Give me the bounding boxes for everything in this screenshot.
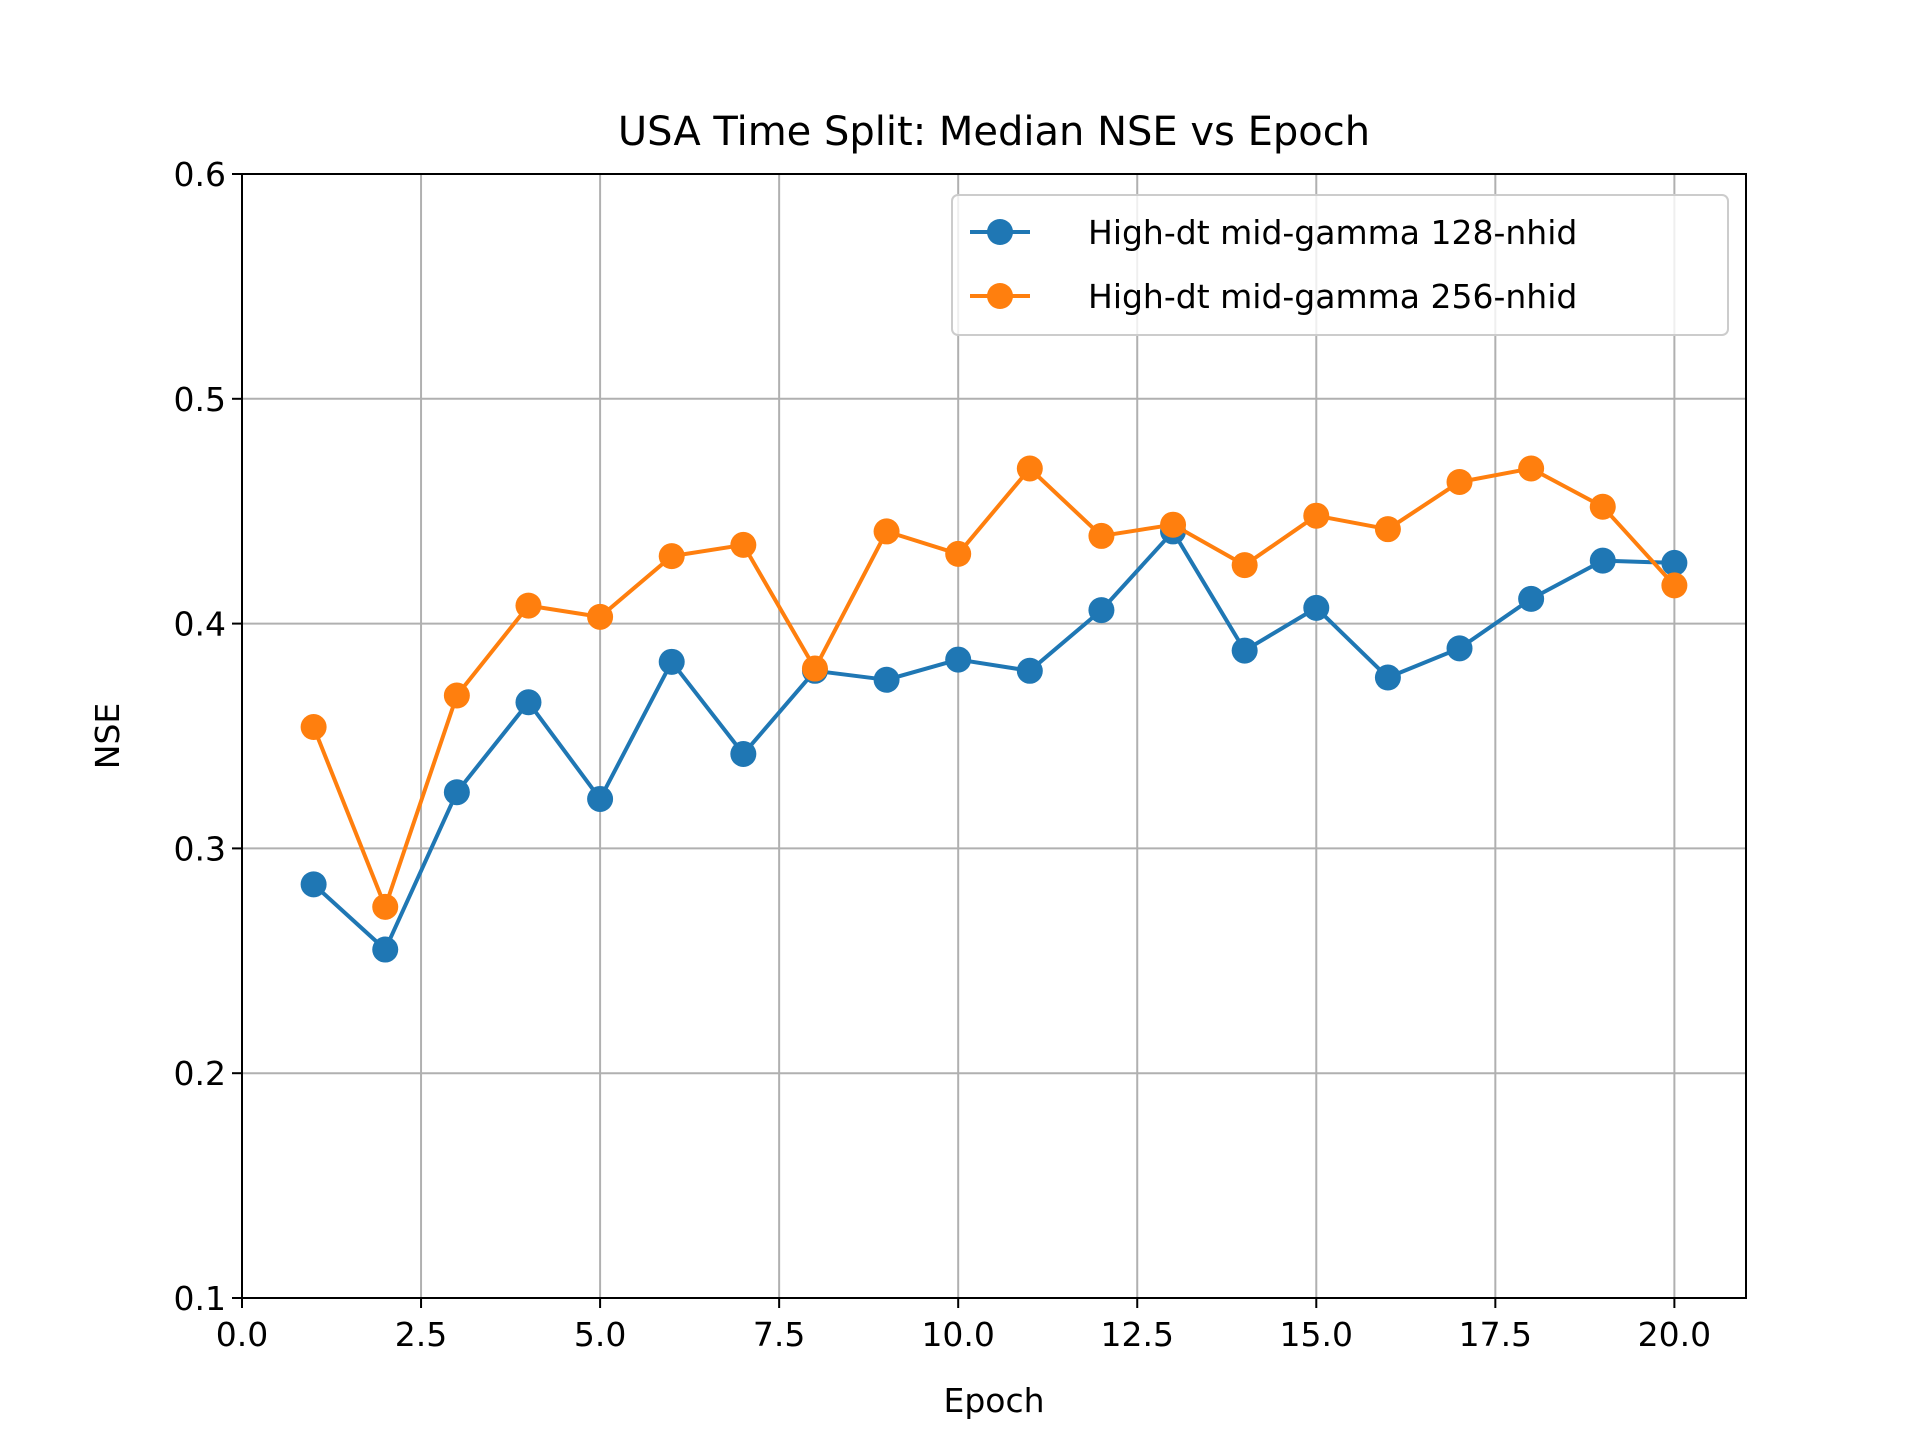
data-point (1446, 635, 1473, 662)
data-point (1231, 552, 1258, 579)
data-point (1518, 455, 1545, 482)
data-point (730, 531, 757, 558)
data-point (658, 543, 685, 570)
x-tick-label: 10.0 (921, 1315, 994, 1354)
data-point (1088, 522, 1115, 549)
y-tick-label: 0.5 (174, 380, 226, 419)
y-axis-label: NSE (88, 703, 127, 769)
data-point (1303, 502, 1330, 529)
data-point (1446, 468, 1473, 495)
legend-label: High-dt mid-gamma 256-nhid (1088, 277, 1577, 316)
data-point (1374, 664, 1401, 691)
x-tick-label: 7.5 (753, 1315, 805, 1354)
x-axis-label: Epoch (943, 1381, 1044, 1420)
data-point (1589, 547, 1616, 574)
data-point (515, 689, 542, 716)
y-tick-label: 0.4 (174, 605, 226, 644)
x-tick-label: 20.0 (1638, 1315, 1711, 1354)
data-point (1661, 572, 1688, 599)
y-tick-label: 0.2 (174, 1054, 226, 1093)
x-tick-label: 15.0 (1280, 1315, 1353, 1354)
data-point (1088, 597, 1115, 624)
x-tick-label: 2.5 (395, 1315, 447, 1354)
data-point (300, 714, 327, 741)
legend: High-dt mid-gamma 128-nhid High-dt mid-ga… (951, 194, 1729, 336)
x-tick-label: 17.5 (1459, 1315, 1532, 1354)
data-point (372, 893, 399, 920)
ticks: 0.0 2.5 5.0 7.5 10.0 12.5 15.0 17.5 20.0 0.1 0.2 0.… (174, 155, 1712, 1354)
series-layer (300, 455, 1688, 963)
legend-marker (987, 219, 1013, 245)
data-point (1589, 493, 1616, 520)
axes-frame (241, 173, 1747, 1299)
legend-marker (987, 283, 1013, 309)
data-point (372, 936, 399, 963)
data-point (1518, 585, 1545, 612)
data-point (873, 666, 900, 693)
x-tick-label: 5.0 (574, 1315, 626, 1354)
legend-item: High-dt mid-gamma 128-nhid (970, 213, 1577, 252)
data-point (1661, 549, 1688, 576)
data-point (1374, 516, 1401, 543)
y-tick-label: 0.3 (174, 829, 226, 868)
data-point (1303, 594, 1330, 621)
data-point (1016, 455, 1043, 482)
data-point (587, 603, 614, 630)
data-point (587, 785, 614, 812)
data-point (1016, 657, 1043, 684)
data-point (443, 779, 470, 806)
data-point (1160, 511, 1187, 538)
data-point (730, 740, 757, 767)
data-point (1231, 637, 1258, 664)
x-tick-label: 0.0 (216, 1315, 268, 1354)
data-point (801, 655, 828, 682)
legend-item: High-dt mid-gamma 256-nhid (970, 277, 1577, 316)
series-1 (300, 518, 1688, 963)
data-point (945, 540, 972, 567)
legend-label: High-dt mid-gamma 128-nhid (1088, 213, 1577, 252)
data-point (443, 682, 470, 709)
data-point (873, 518, 900, 545)
chart-title: USA Time Split: Median NSE vs Epoch (618, 109, 1370, 155)
y-tick-label: 0.1 (174, 1279, 226, 1318)
legend-box (951, 194, 1729, 336)
x-tick-label: 12.5 (1100, 1315, 1173, 1354)
series-2 (300, 455, 1688, 920)
data-point (658, 648, 685, 675)
data-point (300, 871, 327, 898)
data-point (945, 646, 972, 673)
data-point (515, 592, 542, 619)
y-tick-label: 0.6 (174, 155, 226, 194)
